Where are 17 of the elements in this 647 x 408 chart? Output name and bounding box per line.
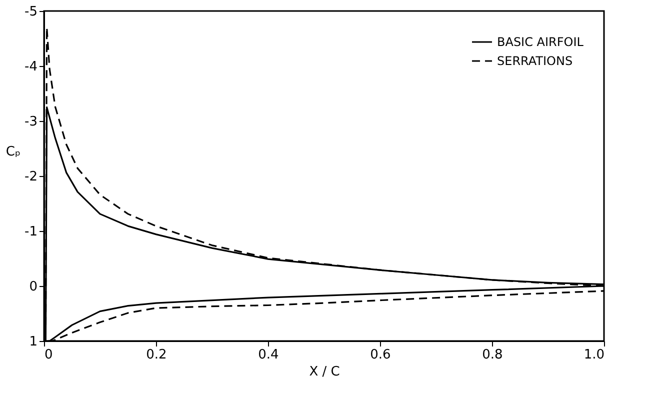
- y-tick-label: -2: [24, 170, 38, 184]
- x-axis-title: X / C: [309, 364, 340, 380]
- legend-label: SERRATIONS: [497, 54, 573, 68]
- x-tick-label: 1.0: [584, 348, 604, 362]
- y-tick-label: 1: [29, 334, 38, 350]
- legend-label: BASIC AIRFOIL: [497, 35, 584, 49]
- y-tick-label: 0: [29, 280, 38, 294]
- y-axis-title: Cₚ: [6, 144, 21, 160]
- y-tick-label: -5: [24, 4, 38, 20]
- x-tick-label: 0: [44, 348, 53, 362]
- y-tick-label: -1: [24, 224, 38, 240]
- x-tick-label: 0.8: [482, 348, 503, 362]
- x-tick-label: 0.2: [146, 348, 167, 362]
- x-tick-label: 0.4: [258, 348, 279, 362]
- x-tick-label: 0.6: [370, 348, 391, 362]
- y-tick-label: -4: [24, 60, 38, 74]
- y-tick-label: -3: [24, 114, 38, 130]
